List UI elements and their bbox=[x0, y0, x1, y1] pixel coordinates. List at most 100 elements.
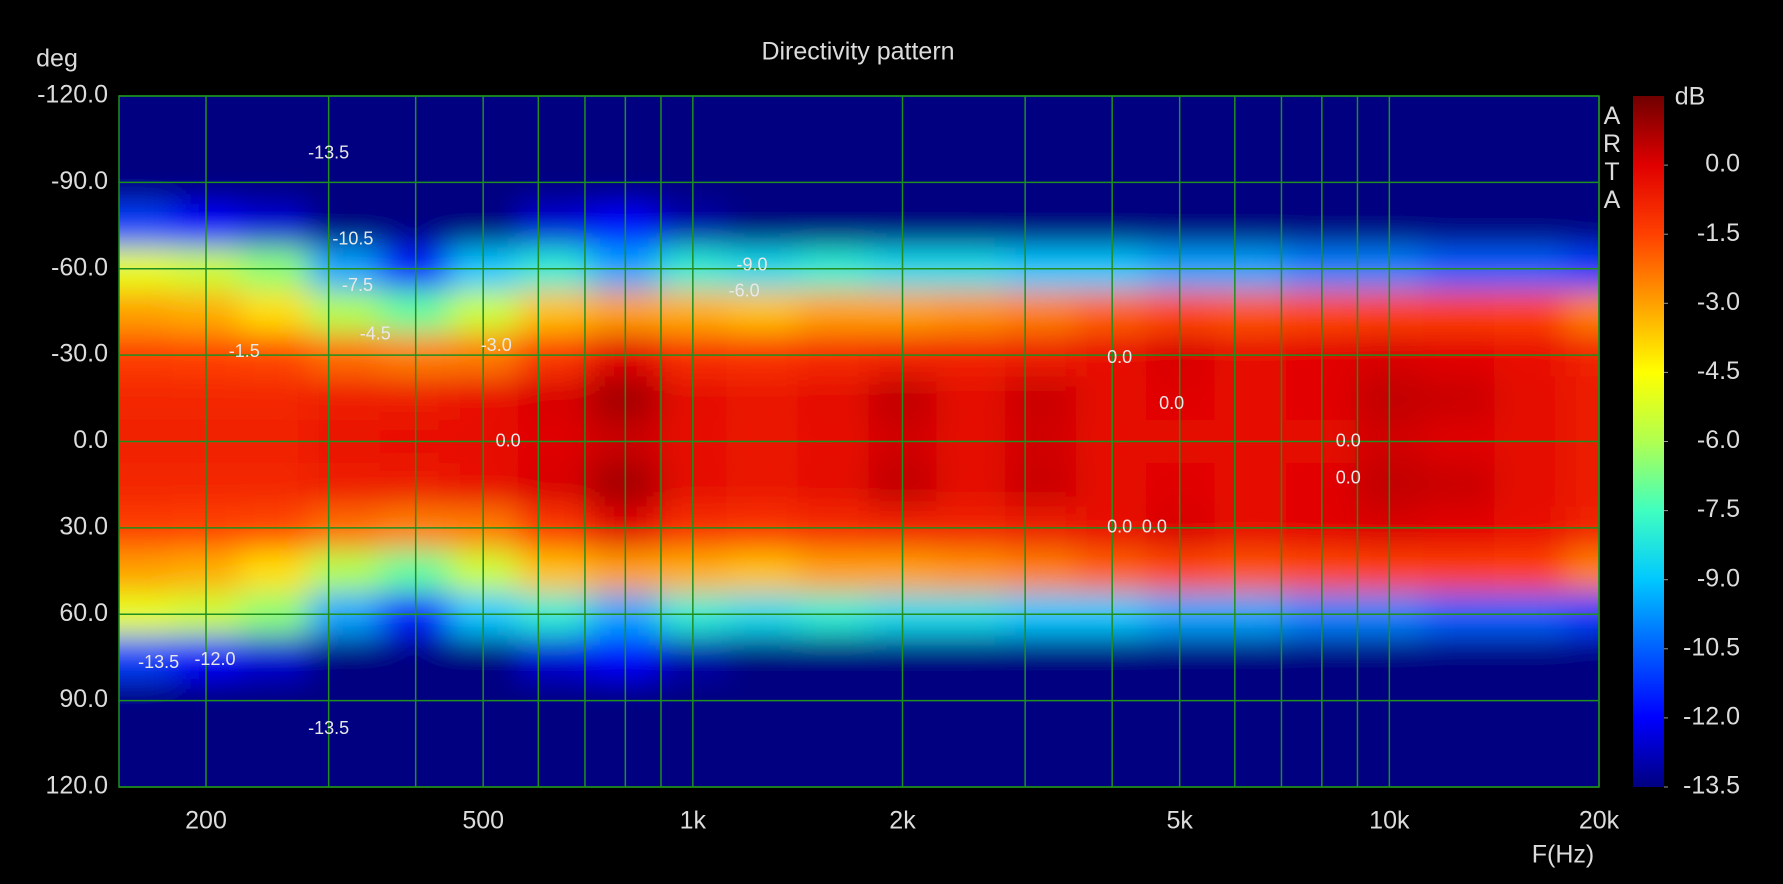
heatmap-cell bbox=[797, 117, 870, 162]
heatmap-cell bbox=[1004, 635, 1077, 680]
heatmap-cell bbox=[1145, 635, 1216, 680]
watermark: ARTA bbox=[1598, 102, 1626, 214]
heatmap-cell bbox=[379, 635, 450, 680]
contour-label: -7.5 bbox=[342, 275, 373, 295]
heatmap-cell bbox=[726, 635, 799, 680]
heatmap-cell bbox=[119, 722, 173, 766]
heatmap-cell bbox=[379, 463, 450, 507]
heatmap-cell bbox=[1004, 549, 1077, 594]
heatmap-cell bbox=[1565, 96, 1599, 119]
heatmap-cell bbox=[518, 376, 590, 421]
heatmap-cell bbox=[1076, 376, 1147, 421]
heatmap-cell bbox=[797, 290, 870, 335]
heatmap-cell bbox=[449, 463, 519, 507]
contour-label: 0.0 bbox=[1336, 468, 1361, 488]
heatmap-cell bbox=[797, 549, 870, 594]
contour-label: 0.0 bbox=[496, 430, 521, 450]
heatmap-cell bbox=[308, 290, 381, 335]
heatmap-cell bbox=[936, 635, 1006, 680]
y-tick-label: 120.0 bbox=[45, 772, 108, 800]
heatmap-cell bbox=[308, 635, 381, 680]
heatmap-cell bbox=[1565, 290, 1599, 335]
heatmap-cell bbox=[589, 96, 660, 119]
heatmap-cell bbox=[379, 722, 450, 766]
contour-label: 0.0 bbox=[1159, 393, 1184, 413]
heatmap-cell bbox=[1145, 290, 1216, 335]
heatmap-cell bbox=[1285, 549, 1357, 594]
heatmap-cell bbox=[1565, 117, 1599, 162]
heatmap-cell bbox=[1423, 117, 1495, 162]
heatmap-cell bbox=[1423, 290, 1495, 335]
heatmap-cell bbox=[518, 463, 590, 507]
heatmap-cell bbox=[449, 290, 519, 335]
heatmap-cell bbox=[1494, 765, 1566, 787]
heatmap-cell bbox=[379, 549, 450, 594]
contour-label: -13.5 bbox=[308, 142, 349, 162]
heatmap-cell bbox=[1145, 722, 1216, 766]
heatmap-cell bbox=[1494, 117, 1566, 162]
x-tick-label: 5k bbox=[1166, 807, 1193, 835]
heatmap-cell bbox=[308, 549, 381, 594]
heatmap-cell bbox=[1565, 376, 1599, 421]
colorbar bbox=[1633, 96, 1664, 787]
y-tick-label: -120.0 bbox=[37, 81, 108, 109]
heatmap-cell bbox=[1004, 96, 1077, 119]
heatmap-cell bbox=[449, 117, 519, 162]
heatmap-cell bbox=[1285, 96, 1357, 119]
heatmap-cell bbox=[379, 203, 450, 248]
colorbar-tick-label: -12.0 bbox=[1683, 703, 1740, 731]
heatmap-cell bbox=[239, 290, 309, 335]
heatmap-cell bbox=[1145, 376, 1216, 421]
heatmap-cell bbox=[1423, 549, 1495, 594]
colorbar-tick-label: -7.5 bbox=[1697, 495, 1740, 523]
heatmap-cell bbox=[1004, 117, 1077, 162]
heatmap-cell bbox=[1423, 463, 1495, 507]
heatmap-cell bbox=[1423, 203, 1495, 248]
heatmap-cell bbox=[1214, 463, 1287, 507]
heatmap-cell bbox=[1145, 765, 1216, 787]
heatmap-cell bbox=[797, 722, 870, 766]
heatmap-cell bbox=[379, 117, 450, 162]
heatmap-cell bbox=[1423, 376, 1495, 421]
heatmap-cell bbox=[589, 722, 660, 766]
heatmap-cell bbox=[1565, 722, 1599, 766]
heatmap-cell bbox=[936, 765, 1006, 787]
contour-label: -1.5 bbox=[229, 341, 260, 361]
colorbar-tick-label: -10.5 bbox=[1683, 633, 1740, 661]
heatmap-cell bbox=[797, 376, 870, 421]
heatmap-cell bbox=[1565, 765, 1599, 787]
heatmap-cell bbox=[936, 96, 1006, 119]
heatmap-cell bbox=[1494, 290, 1566, 335]
heatmap-cell bbox=[518, 635, 590, 680]
x-tick-label: 10k bbox=[1369, 807, 1410, 835]
heatmap-cell bbox=[726, 722, 799, 766]
heatmap-cell bbox=[1145, 96, 1216, 119]
heatmap-cell bbox=[797, 96, 870, 119]
heatmap-cell bbox=[1494, 722, 1566, 766]
heatmap-cell bbox=[1004, 376, 1077, 421]
contour-label: -3.0 bbox=[481, 335, 512, 355]
heatmap-cell bbox=[449, 96, 519, 119]
heatmap-cell bbox=[518, 96, 590, 119]
y-tick-label: 60.0 bbox=[59, 599, 108, 627]
heatmap-cell bbox=[1565, 549, 1599, 594]
heatmap-cell bbox=[1423, 96, 1495, 119]
heatmap-cell bbox=[1076, 290, 1147, 335]
chart-title: Directivity pattern bbox=[761, 38, 954, 66]
x-tick-label: 500 bbox=[462, 807, 504, 835]
heatmap-cell bbox=[1423, 635, 1495, 680]
heatmap-cell bbox=[1145, 117, 1216, 162]
heatmap-cell bbox=[936, 722, 1006, 766]
heatmap-cell bbox=[589, 376, 660, 421]
heatmap-cell bbox=[1285, 117, 1357, 162]
heatmap-cell bbox=[1214, 203, 1287, 248]
heatmap-cell bbox=[518, 203, 590, 248]
heatmap-cell bbox=[936, 290, 1006, 335]
colorbar-tick-label: -3.0 bbox=[1697, 288, 1740, 316]
heatmap-cell bbox=[1076, 203, 1147, 248]
heatmap-cell bbox=[518, 117, 590, 162]
heatmap-cell bbox=[239, 463, 309, 507]
colorbar-tick-label: -6.0 bbox=[1697, 426, 1740, 454]
heatmap-cell bbox=[518, 722, 590, 766]
heatmap-cell bbox=[449, 722, 519, 766]
